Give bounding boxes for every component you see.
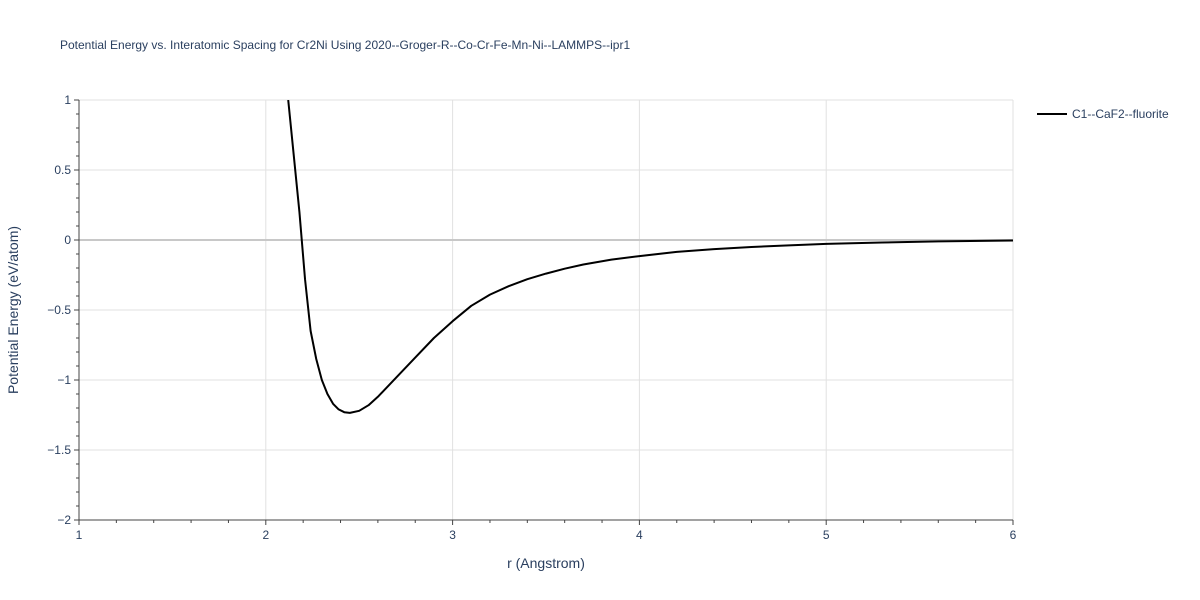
x-tick-label: 3: [449, 528, 456, 542]
chart-title: Potential Energy vs. Interatomic Spacing…: [60, 38, 631, 52]
tick-labels: 1 2 3 4 5 6 −2 −1.5 −1 −0.5 0 0.5 1: [47, 93, 1016, 542]
series-layer: [287, 100, 1013, 414]
series-line: [287, 100, 1013, 414]
x-tick-label: 1: [76, 528, 83, 542]
axes: [74, 99, 1014, 525]
x-tick-label: 5: [823, 528, 830, 542]
x-tick-label: 6: [1010, 528, 1017, 542]
y-tick-label: 0.5: [54, 163, 71, 177]
legend[interactable]: C1--CaF2--fluorite: [1037, 107, 1169, 121]
y-axis-title: Potential Energy (eV/atom): [5, 226, 21, 394]
y-tick-label: −1.5: [47, 443, 71, 457]
legend-item-label: C1--CaF2--fluorite: [1072, 107, 1169, 121]
y-tick-label: −2: [57, 513, 71, 527]
x-axis-title: r (Angstrom): [507, 555, 585, 571]
y-tick-label: −1: [57, 373, 71, 387]
x-tick-label: 2: [262, 528, 269, 542]
x-tick-label: 4: [636, 528, 643, 542]
y-tick-label: 0: [64, 233, 71, 247]
grid-lines: [79, 99, 1014, 520]
y-tick-label: 1: [64, 93, 71, 107]
y-tick-label: −0.5: [47, 303, 71, 317]
